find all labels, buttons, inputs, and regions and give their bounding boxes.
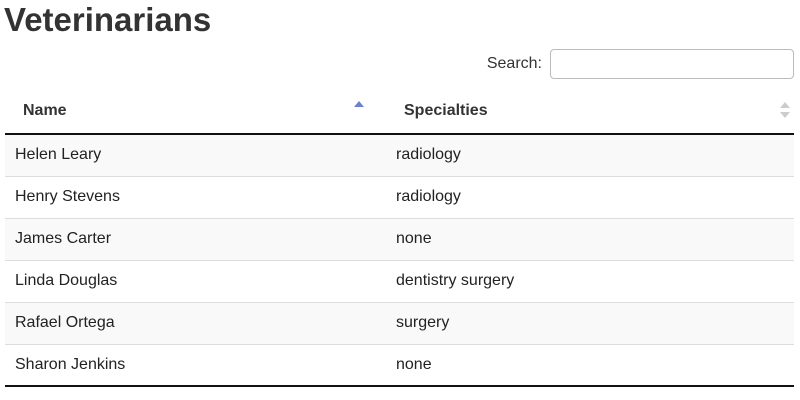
- vet-specialties-cell: surgery: [386, 301, 794, 344]
- vet-specialties-cell: dentistry surgery: [386, 259, 794, 302]
- vet-name-cell: Linda Douglas: [5, 259, 386, 302]
- table-row: James Carter none: [5, 217, 794, 260]
- search-bar: Search:: [487, 49, 794, 79]
- vet-name-cell: Rafael Ortega: [5, 301, 386, 344]
- column-header-label: Name: [23, 102, 67, 119]
- vet-specialties-cell: radiology: [386, 175, 794, 218]
- column-header-specialties[interactable]: Specialties: [386, 89, 794, 135]
- table-row: Henry Stevens radiology: [5, 175, 794, 218]
- vet-name-cell: Sharon Jenkins: [5, 343, 386, 387]
- table-header-row: Name Specialties: [5, 89, 794, 135]
- table-row: Rafael Ortega surgery: [5, 301, 794, 344]
- vet-name-cell: Henry Stevens: [5, 175, 386, 218]
- search-label: Search:: [486, 55, 542, 72]
- table-row: Sharon Jenkins none: [5, 343, 794, 387]
- veterinarians-table: Name Specialties Helen Leary radiology: [5, 89, 794, 387]
- table-row: Helen Leary radiology: [5, 134, 794, 176]
- sort-ascending-icon: [354, 101, 364, 107]
- vet-specialties-cell: none: [386, 217, 794, 260]
- vet-specialties-cell: radiology: [386, 134, 794, 176]
- search-input[interactable]: [550, 49, 794, 79]
- page-title: Veterinarians: [4, 1, 212, 38]
- sort-both-icon: [780, 102, 790, 118]
- vet-specialties-cell: none: [386, 343, 794, 387]
- vet-name-cell: James Carter: [5, 217, 386, 260]
- table-row: Linda Douglas dentistry surgery: [5, 259, 794, 302]
- vet-name-cell: Helen Leary: [5, 134, 386, 176]
- column-header-label: Specialties: [404, 102, 488, 119]
- column-header-name[interactable]: Name: [5, 89, 386, 135]
